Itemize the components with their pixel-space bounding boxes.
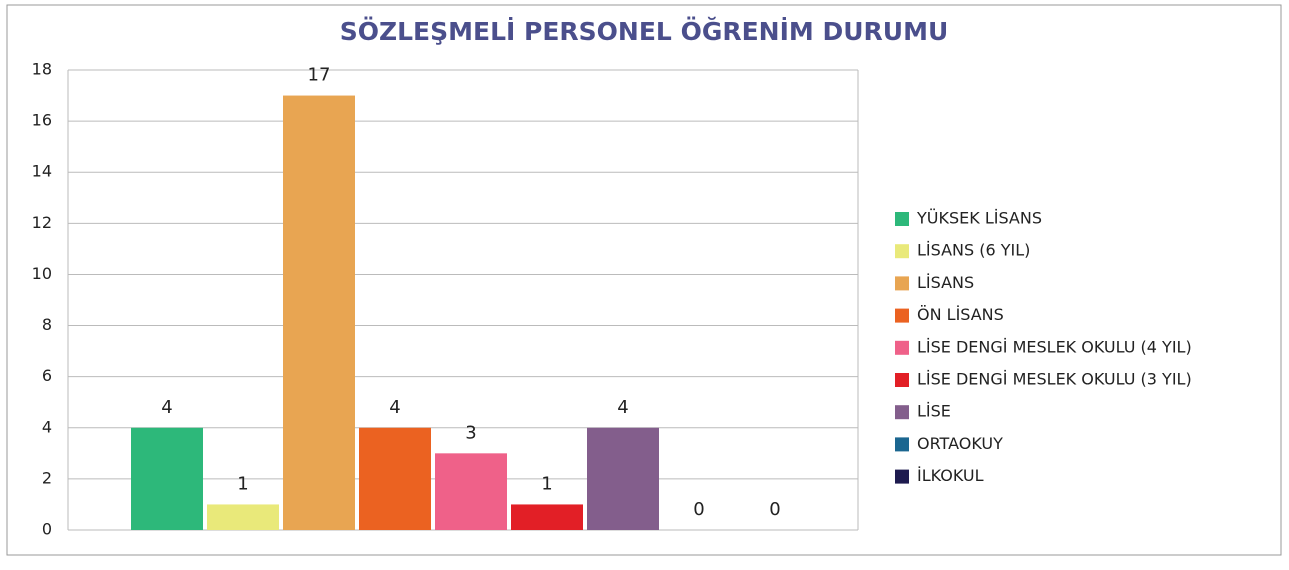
legend-label: LİSE DENGİ MESLEK OKULU (4 YIL) [917,337,1192,356]
data-label: 4 [161,397,172,418]
data-label: 0 [769,499,780,520]
legend-swatch [895,276,909,291]
data-label: 0 [693,499,704,520]
y-tick-label: 10 [32,264,52,283]
bar [511,504,583,530]
legend-label: ORTAOKUY [917,434,1003,453]
legend-label: İLKOKUL [917,466,984,485]
legend-label: YÜKSEK LİSANS [916,209,1042,228]
bar [435,453,507,530]
legend-swatch [895,340,909,355]
bar [359,427,431,530]
y-tick-label: 6 [42,366,52,385]
legend-swatch [895,405,909,420]
data-label: 17 [308,65,331,86]
data-label: 1 [541,473,552,494]
data-label: 3 [465,422,476,443]
y-tick-label: 12 [32,213,52,232]
legend-swatch [895,437,909,452]
y-tick-label: 16 [32,111,52,130]
y-tick-label: 0 [42,520,52,539]
legend-label: LİSANS [917,273,974,292]
data-label: 4 [617,397,628,418]
y-tick-label: 2 [42,468,52,487]
data-label: 4 [389,397,400,418]
legend-swatch [895,469,909,484]
y-tick-label: 4 [42,417,52,436]
legend-swatch [895,308,909,323]
y-tick-label: 18 [32,60,52,79]
legend-swatch [895,373,909,387]
legend-label: LİSANS (6 YIL) [917,241,1030,260]
bar [587,427,659,530]
chart-title: SÖZLEŞMELİ PERSONEL ÖĞRENİM DURUMU [340,16,949,46]
bar [131,427,203,530]
bar [283,95,355,531]
y-tick-label: 8 [42,315,52,334]
legend-swatch [895,212,909,226]
y-tick-label: 14 [32,162,52,181]
legend-label: ÖN LİSANS [917,305,1004,324]
legend-label: LİSE DENGİ MESLEK OKULU (3 YIL) [917,370,1192,389]
data-label: 1 [237,473,248,494]
bar [207,504,279,530]
legend-label: LİSE [917,402,951,421]
legend-swatch [895,244,909,259]
